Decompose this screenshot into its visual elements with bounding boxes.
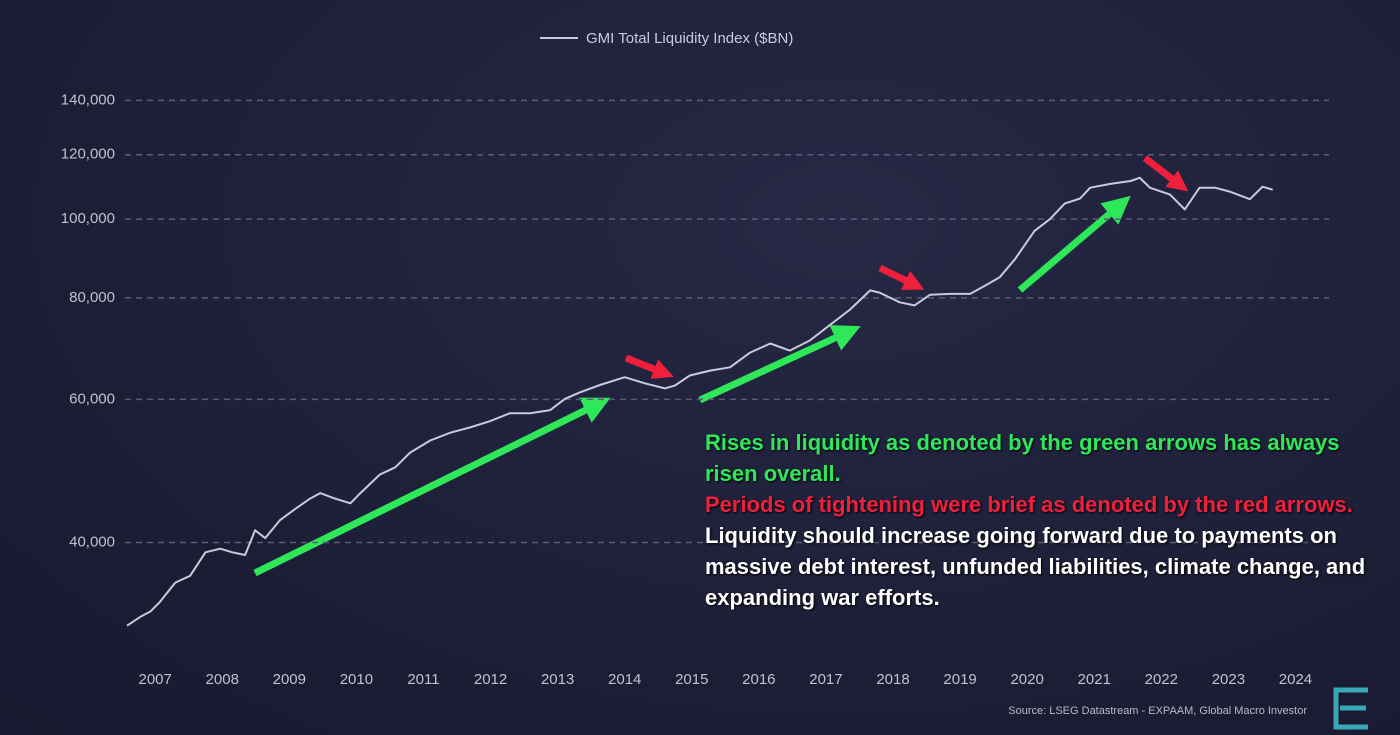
x-tick-label: 2013 — [541, 671, 574, 688]
logo — [1333, 687, 1368, 730]
arrows — [253, 155, 1189, 577]
x-tick-label: 2021 — [1078, 671, 1111, 688]
x-tick-label: 2020 — [1010, 671, 1043, 688]
legend-label: GMI Total Liquidity Index ($BN) — [586, 30, 793, 47]
annotation: Liquidity should increase going forward … — [705, 523, 1366, 610]
x-tick-label: 2018 — [876, 671, 909, 688]
red-arrow — [1142, 155, 1189, 192]
x-tick-label: 2009 — [273, 671, 306, 688]
y-tick-label: 80,000 — [69, 289, 115, 306]
y-tick-label: 100,000 — [61, 210, 115, 227]
y-tick-label: 140,000 — [61, 91, 115, 108]
green-arrow — [698, 325, 861, 404]
x-tick-label: 2017 — [809, 671, 842, 688]
x-tick-label: 2008 — [206, 671, 239, 688]
logo-shape — [1333, 687, 1368, 730]
x-tick-label: 2010 — [340, 671, 373, 688]
y-tick-label: 120,000 — [61, 146, 115, 163]
red-arrow — [878, 264, 925, 290]
x-tick-label: 2024 — [1279, 671, 1312, 688]
x-tick-label: 2012 — [474, 671, 507, 688]
annotations: Rises in liquidity as denoted by the gre… — [705, 427, 1370, 613]
x-tick-label: 2019 — [943, 671, 976, 688]
green-arrow — [1017, 195, 1131, 293]
x-tick-label: 2014 — [608, 671, 641, 688]
y-tick-label: 60,000 — [69, 390, 115, 407]
x-tick-label: 2011 — [407, 671, 439, 688]
x-tick-label: 2015 — [675, 671, 708, 688]
x-tick-label: 2023 — [1212, 671, 1245, 688]
annotation: Rises in liquidity as denoted by the gre… — [705, 430, 1340, 486]
y-tick-label: 40,000 — [69, 533, 115, 550]
x-tick-label: 2007 — [138, 671, 171, 688]
source: Source: LSEG Datastream - EXPAAM, Global… — [1008, 705, 1307, 717]
x-tick-label: 2022 — [1145, 671, 1178, 688]
red-arrow — [624, 354, 674, 379]
data-line — [126, 176, 1273, 627]
annotation: Periods of tightening were brief as deno… — [705, 492, 1353, 517]
x-tick-label: 2016 — [742, 671, 775, 688]
green-arrow — [253, 397, 611, 577]
